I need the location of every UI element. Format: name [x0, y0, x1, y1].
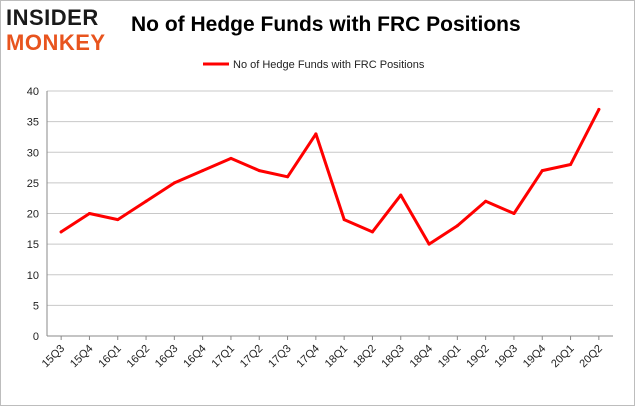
data-point	[342, 218, 346, 222]
data-point	[229, 156, 233, 160]
x-tick-label: 16Q2	[125, 343, 153, 371]
x-tick-label: 16Q3	[153, 343, 181, 371]
logo-line-2: MONKEY	[6, 30, 106, 55]
data-point	[59, 230, 63, 234]
data-point	[116, 218, 120, 222]
insider-monkey-logo: INSIDER MONKEY	[6, 5, 118, 55]
data-point	[484, 199, 488, 203]
data-point	[370, 230, 374, 234]
x-tick-label: 19Q1	[436, 343, 464, 371]
series-group	[59, 107, 601, 246]
x-tick-label: 18Q3	[379, 343, 407, 371]
data-point	[569, 163, 573, 166]
axes	[46, 91, 613, 340]
y-tick-label: 30	[27, 147, 39, 159]
grid-lines	[47, 90, 613, 306]
x-tick-label: 19Q4	[521, 343, 549, 371]
x-tick-label: 19Q2	[464, 343, 492, 371]
data-point	[427, 242, 431, 246]
x-tick-label: 17Q2	[238, 343, 266, 371]
y-tick-label: 25	[27, 178, 39, 190]
logo-line-1: INSIDER	[6, 5, 99, 30]
x-tick-label: 18Q4	[408, 343, 436, 371]
data-point	[172, 181, 176, 185]
x-tick-label: 18Q1	[323, 343, 351, 371]
legend: No of Hedge Funds with FRC Positions	[203, 59, 425, 71]
data-point	[144, 199, 148, 203]
data-point	[201, 169, 205, 173]
data-point	[257, 169, 261, 173]
x-tick-label: 15Q4	[68, 343, 96, 371]
y-tick-label: 15	[27, 239, 39, 251]
legend-label: No of Hedge Funds with FRC Positions	[233, 59, 425, 71]
x-tick-label: 20Q1	[549, 343, 577, 371]
x-tick-label: 18Q2	[351, 343, 379, 371]
data-point	[512, 212, 516, 215]
y-tick-labels: 0 5 10 15 20 25 30 35 40	[27, 86, 39, 343]
y-tick-label: 5	[33, 300, 39, 312]
data-point	[399, 193, 403, 197]
y-tick-label: 40	[27, 86, 39, 98]
x-tick-label: 17Q4	[294, 343, 322, 371]
x-tick-label: 20Q2	[577, 343, 605, 371]
data-point	[87, 212, 91, 215]
x-tick-label: 16Q4	[181, 343, 209, 371]
data-point	[597, 107, 601, 111]
x-tick-label: 17Q3	[266, 343, 294, 371]
y-tick-label: 20	[27, 209, 39, 221]
data-point	[286, 175, 290, 179]
data-point	[314, 132, 318, 136]
data-point	[455, 224, 459, 228]
x-tick-label: 19Q3	[493, 343, 521, 371]
y-tick-label: 35	[27, 117, 39, 129]
y-tick-label: 0	[33, 331, 39, 343]
y-tick-label: 10	[27, 270, 39, 282]
x-tick-label: 17Q1	[210, 343, 238, 371]
data-point	[540, 169, 544, 173]
x-tick-label: 16Q1	[96, 343, 124, 371]
x-tick-label: 15Q3	[40, 343, 68, 371]
chart-title: No of Hedge Funds with FRC Positions	[131, 13, 521, 36]
series-line	[59, 107, 601, 246]
x-tick-labels: 15Q3 15Q4 16Q1 16Q2 16Q3 16Q4 17Q1 17Q2 17Q3 17Q4…	[40, 343, 605, 371]
